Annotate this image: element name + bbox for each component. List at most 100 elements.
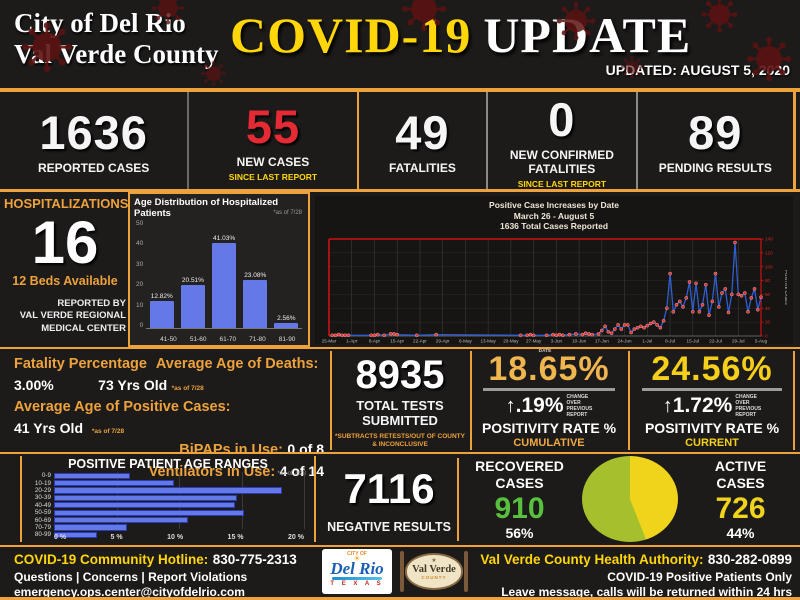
- hbar-bar: [54, 472, 131, 479]
- line-chart-title: Positive Case Increases by Date March 26…: [489, 200, 619, 232]
- divider: [330, 351, 332, 450]
- hotline-number: 830-775-2313: [212, 552, 297, 567]
- page-title: COVID-19 UPDATE: [230, 6, 691, 64]
- hospitalizations-value: 16: [31, 209, 99, 276]
- ytick-label: 10: [136, 301, 144, 309]
- bar-value-label: 2.56%: [277, 314, 296, 322]
- up-arrow-icon: ↑: [505, 394, 516, 417]
- recovered-value: 910: [494, 491, 545, 525]
- hbar-bar: [54, 516, 188, 524]
- svg-text:60: 60: [765, 292, 771, 297]
- header: City of Del Rio Val Verde County COVID-1…: [0, 0, 800, 88]
- hbar-track: [54, 502, 304, 509]
- bar-column: 20.51%: [180, 220, 206, 328]
- hbar-track: [54, 472, 304, 479]
- tests-note: *SUBTRACTS RETESTS/OUT OF COUNTY & INCON…: [334, 432, 465, 449]
- reported-by: REPORTED BY VAL VERDE REGIONAL MEDICAL C…: [19, 298, 126, 334]
- recovered-pct: 56%: [505, 524, 534, 541]
- bar-value-label: 20.51%: [181, 277, 204, 285]
- xtick-label: 10 %: [167, 534, 184, 541]
- cumulative-positivity-value: 18.65%: [488, 350, 610, 388]
- hbar-category-label: 80-99: [34, 531, 51, 539]
- bar: [149, 301, 174, 328]
- hbar-row: 80-99: [28, 531, 304, 538]
- tests-value: 8935: [355, 353, 445, 397]
- hbar-bar: [54, 494, 237, 501]
- footer-right-line2: COVID-19 Positive Patients Only: [607, 570, 792, 584]
- ventilator-value: 4 of 14: [279, 462, 324, 479]
- divider: [0, 597, 800, 600]
- sun-icon: ☀: [353, 554, 361, 563]
- avg-death-value: 73 Yrs Old: [98, 376, 168, 393]
- divider: [628, 351, 630, 450]
- hbar-row: 10-19: [28, 479, 304, 487]
- stat-value: 55: [245, 100, 301, 154]
- divider: [470, 351, 472, 450]
- svg-text:5-Aug: 5-Aug: [755, 338, 768, 343]
- current-change-value: 1.72%: [672, 394, 733, 418]
- fatality-pct-value: 3.00%: [14, 376, 54, 393]
- bar-value-label: 12.82%: [150, 293, 173, 301]
- stat-panel: 49 FATALITIES: [359, 92, 489, 189]
- authority-label: Val Verde County Health Authority:: [480, 552, 704, 567]
- age-chart-bars: 12.82% 20.51% 41.03% 23.08% 2.56%: [146, 220, 302, 329]
- bar-column: 2.56%: [273, 220, 299, 328]
- org-name: City of Del Rio Val Verde County: [14, 8, 219, 70]
- bar: [243, 280, 268, 328]
- bar: [180, 285, 205, 328]
- svg-text:29-Apr: 29-Apr: [436, 338, 450, 343]
- hbar-title: POSITIVE PATIENT AGE RANGES: [68, 457, 268, 471]
- hbar-row: 20-29: [28, 487, 304, 494]
- negative-label: NEGATIVE RESULTS: [327, 520, 451, 534]
- footer: COVID-19 Community Hotline: 830-775-2313…: [0, 547, 800, 600]
- hbar-bar: [54, 524, 127, 531]
- svg-text:17-Jun: 17-Jun: [595, 338, 609, 343]
- hbar-track: [54, 487, 304, 494]
- xtick-label: 20 %: [288, 534, 304, 541]
- svg-text:15-Apr: 15-Apr: [390, 338, 404, 343]
- stat-value: 1636: [39, 106, 148, 160]
- stat-panel: 89 PENDING RESULTS: [638, 92, 793, 189]
- positive-age-ranges-chart: POSITIVE PATIENT AGE RANGES *as of 7/28 …: [20, 456, 316, 542]
- stat-value: 0: [548, 93, 576, 147]
- svg-text:27-May: 27-May: [526, 338, 542, 343]
- hbar-bar: [54, 487, 282, 494]
- val-verde-county-logo: ★ Val Verde COUNTY: [400, 549, 468, 594]
- age-chart-plot: 50 40 30 20 10 0 12.82% 20.51% 41.03% 23.08% 2.56…: [136, 220, 302, 329]
- hbar-category-label: 70-79: [34, 523, 51, 531]
- positivity-cumulative-panel: 18.65% ↑ .19% CHANGE OVER PREVIOUS REPOR…: [474, 349, 624, 452]
- age-distribution-chart: Age Distribution of Hospitalized Patient…: [128, 192, 310, 347]
- underline: [642, 388, 782, 392]
- divider: [0, 452, 800, 454]
- xtick-label: 41-50: [160, 336, 177, 343]
- svg-text:15-Jul: 15-Jul: [687, 338, 700, 343]
- authority-number: 830-282-0899: [707, 552, 792, 567]
- hbar-note: *as of 7/28: [277, 471, 306, 477]
- hbar-row: 0-9: [28, 472, 304, 479]
- star-icon: ★: [431, 558, 437, 564]
- outcome-panel: RECOVERED CASES 910 56% ACTIVE CASES 726…: [462, 454, 798, 545]
- age-chart-xaxis: 41-50 51-60 61-70 71-80 81-90: [136, 336, 302, 343]
- age-chart-title: Age Distribution of Hospitalized Patient…: [134, 197, 279, 219]
- svg-text:1-Jul: 1-Jul: [642, 338, 652, 343]
- svg-text:29-Jul: 29-Jul: [732, 338, 745, 343]
- change-note: CHANGE OVER PREVIOUS REPORT: [566, 394, 593, 419]
- xtick-label: 71-80: [249, 336, 266, 343]
- divider: [0, 545, 800, 547]
- bar-value-label: 41.03%: [213, 234, 236, 242]
- svg-text:6-May: 6-May: [459, 338, 472, 343]
- current-sublabel: CURRENT: [685, 437, 739, 450]
- positivity-current-panel: 24.56% ↑ 1.72% CHANGE OVER PREVIOUS REPO…: [632, 349, 792, 452]
- testing-stats-band: Fatality Percentage Average Age of Death…: [0, 349, 800, 480]
- del-rio-logo: CITY OF ☀ Del Rio T E X A S: [322, 549, 392, 594]
- footer-email: emergency.ops.center@cityofdelrio.com: [14, 585, 245, 599]
- hbar-track: [54, 531, 304, 538]
- svg-text:8-Jul: 8-Jul: [665, 338, 675, 343]
- gridline: [304, 472, 305, 529]
- hbar-track: [54, 516, 304, 524]
- positivity-rate-label: POSITIVITY RATE %: [644, 420, 780, 437]
- bipap-label: BiPAPs in Use:: [179, 442, 283, 459]
- hbar-row: 40-49: [28, 502, 304, 509]
- case-increase-line-chart: Positive Case Increases by Date March 26…: [315, 196, 793, 354]
- footer-authority: Val Verde County Health Authority: 830-2…: [480, 550, 792, 600]
